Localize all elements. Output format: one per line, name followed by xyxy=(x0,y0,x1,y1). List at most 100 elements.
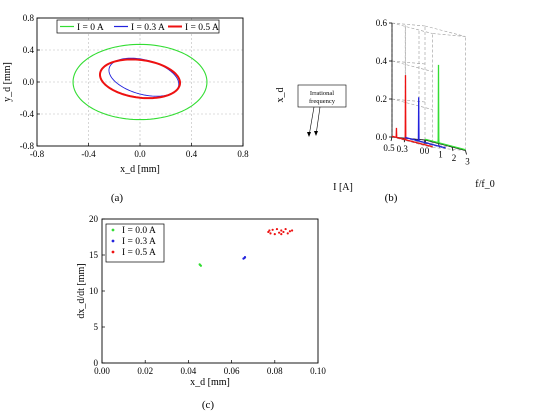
panel-a-xtick-label: -0.8 xyxy=(30,149,45,159)
panel-c-point-0 xyxy=(198,263,201,266)
panel-a-grid xyxy=(37,18,243,146)
panel-c-ytick-label: 15 xyxy=(89,250,99,260)
panel-b-ytick-label: 0.2 xyxy=(376,94,387,104)
panel-a-ytick-label: 0.0 xyxy=(23,77,35,87)
annotation-arrowhead-1 xyxy=(307,132,311,137)
panel-c-ticks: 0.00 0.02 0.04 0.06 0.08 0.10 0 5 10 15 20 xyxy=(89,214,326,376)
panel-c-xtick-label: 0.08 xyxy=(267,366,283,376)
panel-b-back-grid xyxy=(391,22,433,34)
panel-a-ytick-label: -0.8 xyxy=(20,141,35,151)
panel-c-point-2 xyxy=(282,230,285,234)
panel-b-back-grid xyxy=(391,98,433,110)
panel-c-point-2 xyxy=(271,228,274,231)
panel-b-ztick-label: 0 xyxy=(420,146,425,156)
panel-b-top-edge xyxy=(432,33,466,37)
panel-b-ztick-label: 0.5 xyxy=(383,143,395,153)
panel-b-ytick-label: 0.0 xyxy=(376,132,388,142)
panel-b-spectrum-0 xyxy=(391,75,433,148)
annotation-box xyxy=(297,84,347,108)
annotation-arrow-1 xyxy=(308,106,315,137)
panel-c-xtick-label: 0.06 xyxy=(224,366,240,376)
panel-c-xtick-label: 0.04 xyxy=(181,366,197,376)
panel-b-annotation: Irrational frequency xyxy=(297,84,347,137)
panel-c-legend-label: I = 0.3 A xyxy=(122,237,156,247)
panel-c-xtick-label: 0.10 xyxy=(310,366,326,376)
panel-b-xaxis xyxy=(424,139,466,151)
panel-a-xtick-label: 0.0 xyxy=(134,149,146,159)
panel-b-side-grid xyxy=(391,98,426,103)
panel-c-point-2 xyxy=(280,229,283,232)
panel-c-point-2 xyxy=(280,233,283,236)
panel-c-ytick-label: 10 xyxy=(89,286,99,296)
panel-a-orbit-1 xyxy=(108,57,180,97)
panel-c-xtick-label: 0.00 xyxy=(94,366,110,376)
panel-b-spectrum-1 xyxy=(405,97,446,149)
panel-c-xtick-label: 0.02 xyxy=(137,366,153,376)
panel-b-ytick-label: 0.6 xyxy=(376,18,388,28)
panel-b-side-grid xyxy=(391,60,426,65)
panel-a-xtick-label: -0.4 xyxy=(81,149,96,159)
panel-c-xlabel: x_d [mm] xyxy=(190,377,230,388)
panel-a-orbit-0 xyxy=(72,43,208,121)
panel-a-legend-label: I = 0.5 A xyxy=(185,23,219,33)
annotation-arrow-2 xyxy=(315,106,321,136)
panel-a-ticks: -0.8 -0.4 0.0 0.4 0.8 -0.8 -0.4 0.0 0.4 0.8 xyxy=(20,13,249,159)
annotation-text: Irrational frequency xyxy=(309,90,336,105)
panel-c-point-2 xyxy=(286,232,289,235)
panel-b: 0 1 2 30.00.20.40.600.30.5 f/f_0 x_d I [A] … xyxy=(275,18,495,193)
panel-c-point-1 xyxy=(243,256,247,259)
caption-b: (b) xyxy=(385,192,398,204)
panel-c-point-2 xyxy=(275,227,279,231)
annotation-line-2: frequency xyxy=(309,98,336,105)
panel-a-ytick-label: 0.4 xyxy=(23,45,35,55)
panel-b-xlabel: f/f_0 xyxy=(475,179,494,190)
panel-c-ylabel: dx_d/dt [mm] xyxy=(76,263,87,318)
panel-a-ylabel: y_d [mm] xyxy=(2,62,13,102)
panel-a-xtick-label: 0.8 xyxy=(237,149,249,159)
panel-c-point-0 xyxy=(199,264,203,267)
panel-b-xtick xyxy=(465,150,467,155)
panel-c-point-2 xyxy=(290,229,294,232)
panel-c-point-2 xyxy=(278,231,281,234)
panel-a-series xyxy=(72,43,208,121)
panel-c-legend-marker xyxy=(111,239,115,243)
panel-b-xtick-label: 1 xyxy=(438,150,443,160)
panel-c-legend-label: I = 0.5 A xyxy=(122,248,156,258)
panel-b-ticks: 0 1 2 30.00.20.40.600.30.5 xyxy=(376,18,471,167)
panel-c-ytick-label: 5 xyxy=(94,322,99,332)
panel-c-ytick-label: 0 xyxy=(94,358,99,368)
annotation-line-1: Irrational xyxy=(310,90,334,97)
panel-b-xtick xyxy=(451,146,454,152)
panel-a-legend: I = 0 A I = 0.3 A I = 0.5 A xyxy=(56,19,220,34)
panel-a-xlabel: x_d [mm] xyxy=(120,164,160,175)
panel-b-side-grid xyxy=(391,22,426,27)
panel-b-box xyxy=(389,22,467,155)
panel-a-ytick-label: -0.4 xyxy=(20,109,35,119)
panel-b-ytick-label: 0.4 xyxy=(376,56,388,66)
panel-c-legend-label: I = 0.0 A xyxy=(122,226,156,236)
caption-a: (a) xyxy=(111,192,124,204)
panel-a-legend-label: I = 0 A xyxy=(77,23,104,33)
caption-c: (c) xyxy=(202,399,215,411)
panel-b-back-grid xyxy=(391,60,433,72)
panel-c-legend: I = 0.0 AI = 0.3 AI = 0.5 A xyxy=(105,223,165,263)
panel-b-ztick-label: 0.3 xyxy=(397,144,409,154)
panel-b-xtick-label: 3 xyxy=(465,157,470,167)
panel-a-orbit-2 xyxy=(98,58,182,100)
panel-b-xtick-label: 2 xyxy=(452,153,457,163)
panel-b-top-edge2 xyxy=(424,25,466,37)
panel-c-point-2 xyxy=(268,229,271,232)
panel-a-legend-label: I = 0.3 A xyxy=(131,23,165,33)
panel-b-series xyxy=(391,64,466,151)
annotation-arrowhead-2 xyxy=(314,131,318,136)
panel-c-point-2 xyxy=(273,233,276,236)
panel-a-legend-box xyxy=(56,19,220,34)
panel-a-xtick-label: 0.4 xyxy=(186,149,198,159)
panel-b-floor-grid2 xyxy=(405,137,446,149)
panel-b-zlabel: I [A] xyxy=(333,182,353,193)
panel-b-floor-grid2 xyxy=(391,136,433,148)
panel-a: -0.8 -0.4 0.0 0.4 0.8 -0.8 -0.4 0.0 0.4 0.8 x_d [… xyxy=(2,13,249,175)
panel-a-ytick-label: 0.8 xyxy=(23,13,35,23)
panel-c-legend-box xyxy=(105,223,165,263)
